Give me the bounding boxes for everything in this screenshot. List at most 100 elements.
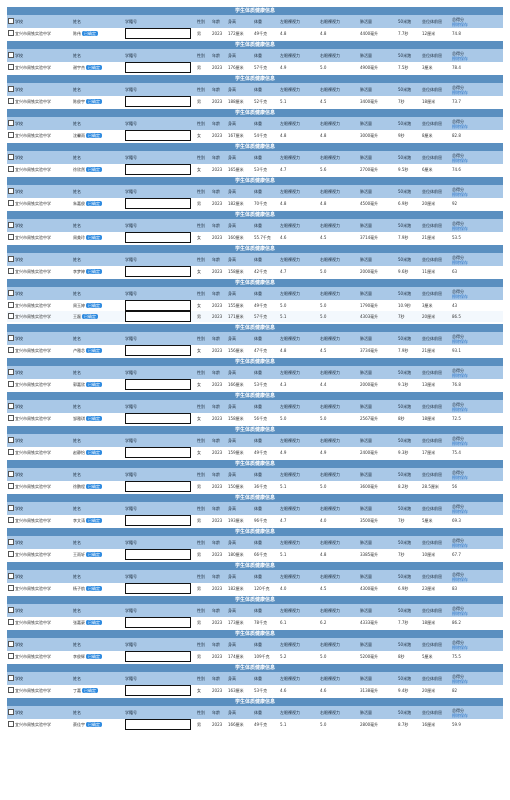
- select-all-checkbox[interactable]: [8, 437, 14, 443]
- select-all-cell[interactable]: [7, 15, 14, 28]
- row-checkbox[interactable]: [8, 449, 14, 455]
- select-all-cell[interactable]: [7, 185, 14, 198]
- select-all-cell[interactable]: [7, 536, 14, 549]
- select-all-cell[interactable]: [7, 638, 14, 651]
- select-all-checkbox[interactable]: [8, 290, 14, 296]
- student-row[interactable]: 宜兴市周铁实验中学 周玉婷 已确定女 2023 155厘米 49千克 5.0 5.0 1790毫…: [7, 300, 503, 311]
- row-select-cell[interactable]: [7, 549, 14, 560]
- student-row[interactable]: 宜兴市周铁实验中学 郭嘉欣 已确定 女 2023 166厘米 53千克 4.3 4.4 2000毫…: [7, 379, 503, 390]
- select-all-checkbox[interactable]: [8, 222, 14, 228]
- confirmed-badge[interactable]: 已确定: [82, 688, 98, 693]
- student-row[interactable]: 宜兴市周铁实验中学 邹雅琪 已确定女 2023 158厘米 56千克 5.0 5.0 2567毫…: [7, 413, 503, 424]
- select-all-cell[interactable]: [7, 219, 14, 232]
- student-row[interactable]: 宜兴市周铁实验中学 沈馨雨 已确定女 2023 167厘米 54千克 4.8 4.8 3000毫…: [7, 130, 503, 141]
- clear-save-link[interactable]: 擦除保存: [452, 293, 468, 299]
- select-all-cell[interactable]: [7, 332, 14, 345]
- confirmed-badge[interactable]: 已确定: [86, 484, 102, 489]
- select-all-checkbox[interactable]: [8, 505, 14, 511]
- row-select-cell[interactable]: [7, 266, 14, 277]
- select-all-cell[interactable]: [7, 502, 14, 515]
- student-row[interactable]: 宜兴市周铁实验中学 卢雅芯 已确定 女 2023 156厘米 47千克 4.8 4.5 3734毫…: [7, 345, 503, 356]
- confirmed-badge[interactable]: 已确定: [82, 314, 98, 319]
- row-select-cell[interactable]: [7, 617, 14, 628]
- row-checkbox[interactable]: [8, 653, 14, 659]
- row-select-cell[interactable]: [7, 164, 14, 175]
- row-checkbox[interactable]: [8, 313, 14, 319]
- select-all-checkbox[interactable]: [8, 18, 14, 24]
- select-all-cell[interactable]: [7, 400, 14, 413]
- student-row[interactable]: 宜兴市周铁实验中学 杨子航 已确定 男 2023 182厘米 120千克 4.0 4.5 4300…: [7, 583, 503, 594]
- clear-save-link[interactable]: 擦除保存: [452, 508, 468, 514]
- clear-save-link[interactable]: 擦除保存: [452, 191, 468, 197]
- select-all-cell[interactable]: [7, 151, 14, 164]
- confirmed-badge[interactable]: 已确定: [86, 518, 102, 523]
- confirmed-badge[interactable]: 已确定: [86, 382, 102, 387]
- clear-save-link[interactable]: 擦除保存: [452, 610, 468, 616]
- row-select-cell[interactable]: [7, 28, 14, 39]
- select-all-cell[interactable]: [7, 706, 14, 719]
- confirmed-badge[interactable]: 已确定: [86, 620, 102, 625]
- confirmed-badge[interactable]: 已确定: [86, 416, 102, 421]
- clear-save-link[interactable]: 擦除保存: [452, 712, 468, 718]
- student-row[interactable]: 宜兴市周铁实验中学 谢宇杰 已确定 男 2023 176厘米 57千克 4.9 5.0 4900毫…: [7, 62, 503, 73]
- confirmed-badge[interactable]: 已确定: [86, 552, 102, 557]
- row-select-cell[interactable]: [7, 651, 14, 662]
- row-checkbox[interactable]: [8, 381, 14, 387]
- confirmed-badge[interactable]: 已确定: [86, 65, 102, 70]
- row-select-cell[interactable]: [7, 379, 14, 390]
- row-select-cell[interactable]: [7, 62, 14, 73]
- row-select-cell[interactable]: [7, 96, 14, 107]
- select-all-cell[interactable]: [7, 604, 14, 617]
- student-row[interactable]: 宜兴市周铁实验中学 张嘉豪 已确定 男 2023 173厘米 78千克 6.1 6.2 4333毫…: [7, 617, 503, 628]
- select-all-cell[interactable]: [7, 253, 14, 266]
- confirmed-badge[interactable]: 已确定: [86, 269, 102, 274]
- clear-save-link[interactable]: 擦除保存: [452, 55, 468, 61]
- confirmed-badge[interactable]: 已确定: [86, 722, 102, 727]
- confirmed-badge[interactable]: 已确定: [86, 450, 102, 455]
- row-checkbox[interactable]: [8, 347, 14, 353]
- row-checkbox[interactable]: [8, 132, 14, 138]
- row-checkbox[interactable]: [8, 687, 14, 693]
- student-row[interactable]: 宜兴市周铁实验中学 李文涛 已确定 男 2023 193厘米 96千克 4.7 4.0 3500毫…: [7, 515, 503, 526]
- row-select-cell[interactable]: [7, 300, 14, 311]
- row-checkbox[interactable]: [8, 415, 14, 421]
- select-all-checkbox[interactable]: [8, 335, 14, 341]
- row-select-cell[interactable]: [7, 583, 14, 594]
- row-checkbox[interactable]: [8, 234, 14, 240]
- confirmed-badge[interactable]: 已确定: [86, 586, 102, 591]
- row-select-cell[interactable]: [7, 515, 14, 526]
- row-checkbox[interactable]: [8, 585, 14, 591]
- select-all-checkbox[interactable]: [8, 86, 14, 92]
- select-all-checkbox[interactable]: [8, 256, 14, 262]
- row-checkbox[interactable]: [8, 64, 14, 70]
- student-row[interactable]: 宜兴市周铁实验中学 王雨轩 已确定 男 2023 180厘米 66千克 5.1 4.8 3385毫…: [7, 549, 503, 560]
- student-row[interactable]: 宜兴市周铁实验中学 陈俊宇 已确定 男 2023 188厘米 52千克 5.1 4.5 3400毫…: [7, 96, 503, 107]
- select-all-checkbox[interactable]: [8, 403, 14, 409]
- clear-save-link[interactable]: 擦除保存: [452, 259, 468, 265]
- row-select-cell[interactable]: [7, 413, 14, 424]
- select-all-checkbox[interactable]: [8, 369, 14, 375]
- clear-save-link[interactable]: 擦除保存: [452, 89, 468, 95]
- row-checkbox[interactable]: [8, 166, 14, 172]
- select-all-checkbox[interactable]: [8, 675, 14, 681]
- clear-save-link[interactable]: 擦除保存: [452, 542, 468, 548]
- select-all-cell[interactable]: [7, 570, 14, 583]
- confirmed-badge[interactable]: 已确定: [86, 133, 102, 138]
- student-row[interactable]: 宜兴市周铁实验中学 徐鹏程 已确定 男 2023 150厘米 36千克 5.1 5.0 3600毫…: [7, 481, 503, 492]
- select-all-checkbox[interactable]: [8, 573, 14, 579]
- confirmed-badge[interactable]: 已确定: [86, 167, 102, 172]
- row-checkbox[interactable]: [8, 483, 14, 489]
- select-all-checkbox[interactable]: [8, 709, 14, 715]
- row-checkbox[interactable]: [8, 268, 14, 274]
- clear-save-link[interactable]: 擦除保存: [452, 123, 468, 129]
- row-select-cell[interactable]: [7, 130, 14, 141]
- clear-save-link[interactable]: 擦除保存: [452, 372, 468, 378]
- row-select-cell[interactable]: [7, 719, 14, 730]
- student-row[interactable]: 宜兴市周铁实验中学 王磊 已确定 男 2023 171厘米 57千克 5.1 5.0 4303毫升…: [7, 311, 503, 322]
- select-all-cell[interactable]: [7, 434, 14, 447]
- select-all-checkbox[interactable]: [8, 188, 14, 194]
- confirmed-badge[interactable]: 已确定: [86, 348, 102, 353]
- row-checkbox[interactable]: [8, 200, 14, 206]
- row-select-cell[interactable]: [7, 685, 14, 696]
- row-checkbox[interactable]: [8, 517, 14, 523]
